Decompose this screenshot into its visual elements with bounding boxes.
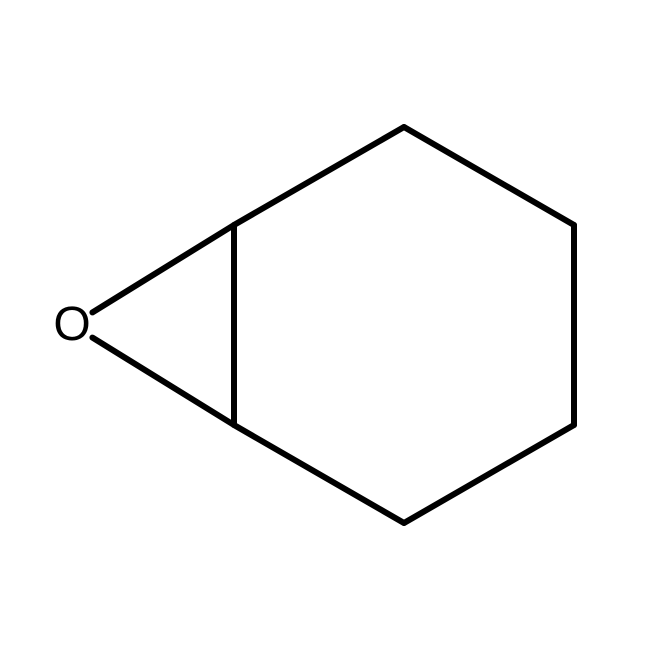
bond [92,225,234,312]
bond [404,425,574,523]
bond [92,338,234,425]
atom-label-o: O [53,301,90,349]
bond [234,425,404,523]
molecule-canvas: O [0,0,650,650]
bond [234,127,404,225]
bond [404,127,574,225]
bond-layer [0,0,650,650]
